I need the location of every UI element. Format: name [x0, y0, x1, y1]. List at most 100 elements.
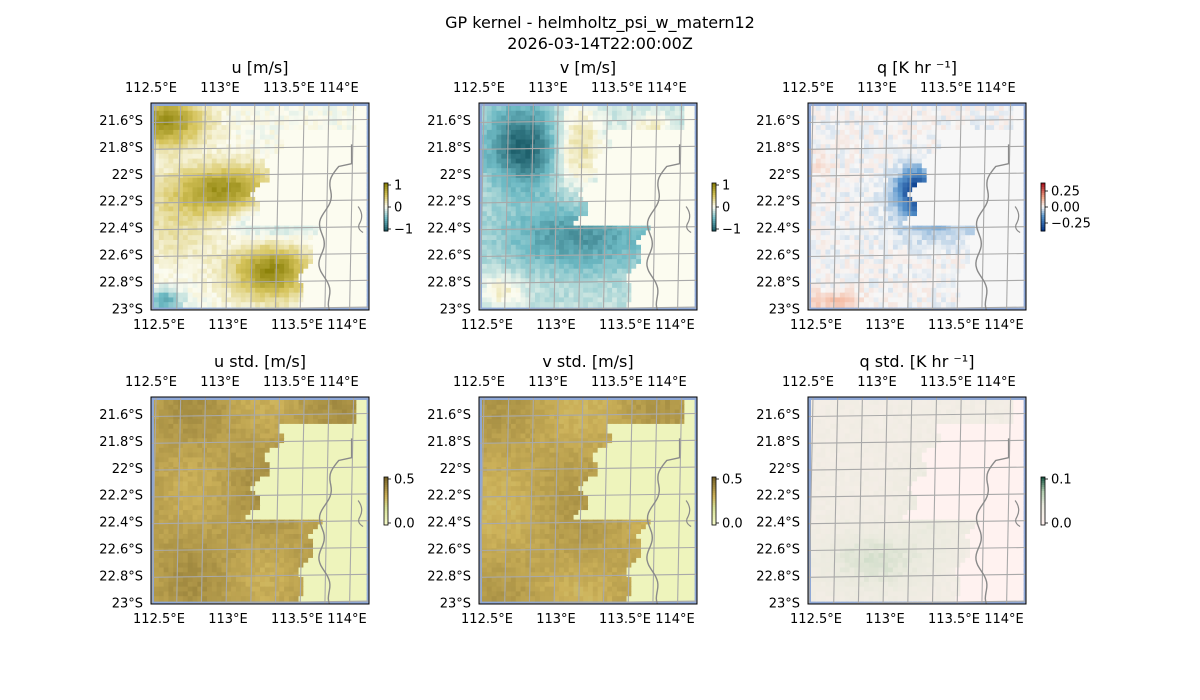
heatmap-cell [573, 283, 579, 289]
heatmap-cell [655, 249, 661, 255]
heatmap-cell [525, 240, 531, 246]
heatmap-cell [926, 177, 933, 184]
heatmap-cell [955, 220, 961, 227]
heatmap-cell [544, 263, 551, 270]
heatmap-cell [917, 187, 923, 193]
heatmap-cell [255, 206, 261, 212]
heatmap-cell [279, 163, 285, 169]
heatmap-cell [163, 182, 170, 188]
heatmap-cell [211, 182, 218, 188]
heatmap-cell [921, 129, 928, 136]
heatmap-cell [298, 168, 304, 174]
heatmap-cell [892, 182, 899, 188]
heatmap-cell [636, 173, 642, 179]
heatmap-cell [1003, 192, 1010, 198]
heatmap-cell [864, 115, 870, 121]
heatmap-cell [965, 134, 971, 141]
heatmap-cell [849, 149, 855, 155]
heatmap-cell [506, 125, 512, 131]
heatmap-cell [187, 187, 194, 193]
heatmap-cell [192, 244, 198, 251]
heatmap-cell [636, 249, 642, 255]
heatmap-cell [173, 120, 179, 126]
y-tick-label: 22.6°S [99, 249, 143, 264]
heatmap-cell [337, 201, 343, 208]
heatmap-cell [931, 149, 937, 155]
heatmap-cell [245, 187, 251, 193]
heatmap-cell [168, 168, 174, 174]
heatmap-cell [544, 287, 551, 294]
heatmap-cell [859, 206, 865, 212]
heatmap-cell [931, 158, 937, 165]
heatmap-cell [274, 297, 280, 303]
heatmap-cell [496, 134, 502, 141]
heatmap-cell [907, 106, 913, 112]
heatmap-cell [158, 302, 165, 308]
heatmap-cell [825, 230, 831, 236]
heatmap-cell [544, 283, 551, 289]
heatmap-cell [501, 182, 507, 188]
heatmap-cell [549, 201, 555, 208]
heatmap-cell [269, 129, 276, 136]
heatmap-cell [317, 110, 324, 117]
heatmap-cell [655, 158, 661, 165]
heatmap-cell [539, 230, 546, 236]
heatmap-cell [539, 115, 546, 121]
heatmap-cell [187, 110, 194, 117]
heatmap-cell [341, 297, 348, 303]
heatmap-cell [250, 240, 256, 246]
heatmap-cell [636, 235, 642, 241]
heatmap-cell [482, 187, 488, 193]
heatmap-cell [221, 278, 227, 284]
heatmap-cell [274, 149, 280, 155]
heatmap-cell [607, 177, 613, 184]
heatmap-cell [941, 106, 947, 112]
heatmap-cell [221, 120, 227, 126]
colorbar-segment [384, 183, 388, 186]
heatmap-cell [303, 273, 309, 279]
heatmap-cell [544, 110, 551, 117]
heatmap-cell [888, 134, 894, 141]
heatmap-cell [279, 235, 285, 241]
heatmap-cell [825, 225, 831, 232]
heatmap-cell [689, 220, 695, 227]
heatmap-cell [293, 168, 300, 174]
heatmap-cell [936, 220, 942, 227]
heatmap-cell [612, 106, 618, 112]
colorbar-segment [712, 205, 716, 208]
heatmap-cell [264, 268, 271, 275]
heatmap-cell [626, 206, 632, 212]
heatmap-cell [293, 259, 300, 265]
heatmap-cell [178, 263, 184, 270]
heatmap-cell [240, 268, 247, 275]
heatmap-v [479, 103, 697, 310]
heatmap-cell [979, 196, 986, 203]
heatmap-cell [544, 182, 551, 188]
heatmap-cell [839, 163, 846, 169]
heatmap-cell [322, 158, 329, 165]
heatmap-cell [559, 139, 565, 145]
heatmap-cell [178, 211, 184, 217]
heatmap-cell [163, 139, 170, 145]
heatmap-cell [641, 187, 647, 193]
heatmap-cell [631, 163, 637, 169]
heatmap-cell [313, 182, 319, 188]
heatmap-cell [1008, 149, 1014, 155]
heatmap-cell [892, 110, 899, 117]
y-tick-label: 22.4°S [99, 222, 143, 237]
x-tick-label-bottom: 113.5°E [271, 318, 323, 333]
heatmap-cell [506, 211, 512, 217]
heatmap-cell [284, 287, 290, 294]
heatmap-cell [888, 177, 894, 184]
heatmap-cell [192, 283, 198, 289]
heatmap-cell [535, 125, 541, 131]
heatmap-cell [873, 206, 880, 212]
heatmap-cell [216, 106, 223, 112]
heatmap-cell [621, 149, 628, 155]
heatmap-cell [674, 129, 681, 136]
heatmap-cell [544, 230, 551, 236]
heatmap-cell [864, 206, 870, 212]
heatmap-cell [864, 106, 870, 112]
heatmap-cell [931, 192, 937, 198]
heatmap-cell [660, 173, 666, 179]
